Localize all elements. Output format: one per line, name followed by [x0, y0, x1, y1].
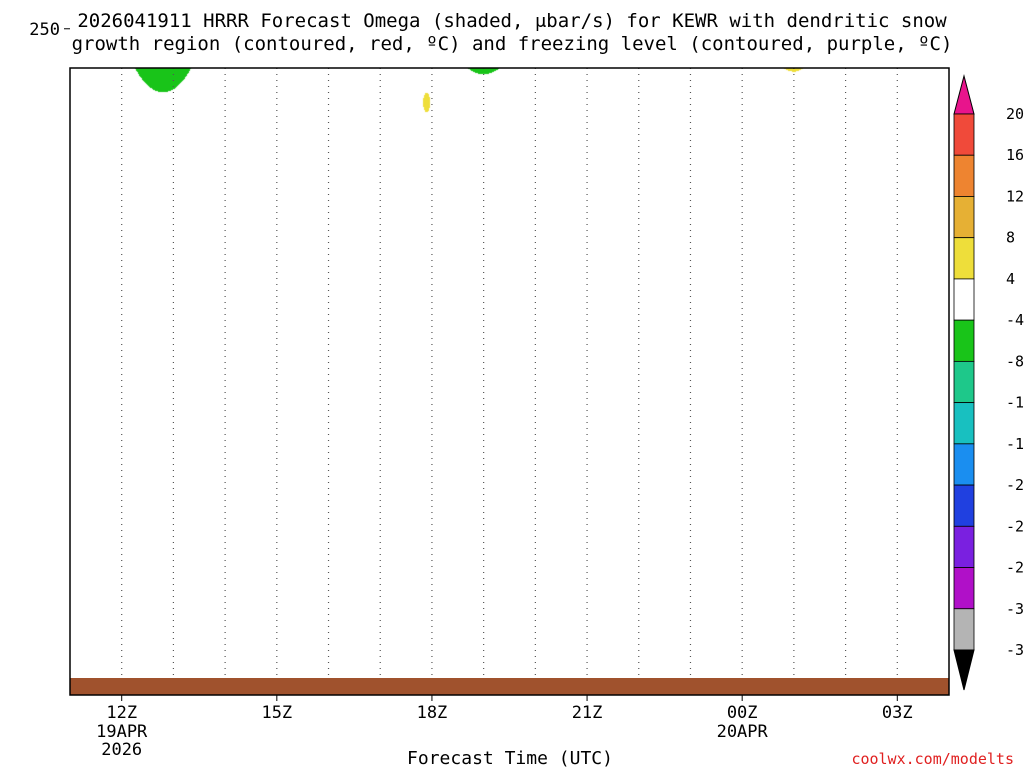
colorbar-label: -24: [1006, 517, 1024, 535]
colorbar-label: -36: [1006, 641, 1024, 659]
date-label: 19APR: [96, 722, 148, 742]
time-tick-label: 21Z: [572, 703, 603, 723]
colorbar-swatch: [953, 484, 975, 527]
colorbar-swatch: [953, 443, 975, 486]
plot-frame: [69, 67, 950, 696]
colorbar-bottom-arrow: [953, 649, 975, 691]
colorbar-swatch: [953, 196, 975, 239]
colorbar-label: 4: [1006, 270, 1015, 288]
colorbar-label: 16: [1006, 146, 1024, 164]
colorbar-swatch: [953, 567, 975, 610]
time-tick-label: 12Z: [106, 703, 137, 723]
chart-title-line-2: growth region (contoured, red, ºC) and f…: [72, 33, 953, 55]
date-label: 20APR: [717, 722, 769, 742]
colorbar-swatch: [953, 319, 975, 362]
omega-colorbar: 20 16 12 8 4 -4 -8 -12 -16 -20 -24 -28 -32 -36: [953, 74, 1024, 691]
credit-text: coolwx.com/modelts: [851, 750, 1014, 768]
colorbar-swatch: [953, 278, 975, 321]
colorbar-label: 20: [1006, 105, 1024, 123]
x-axis-label: Forecast Time (UTC): [407, 748, 613, 768]
colorbar-label: -4: [1006, 311, 1024, 329]
colorbar-label: -20: [1006, 476, 1024, 494]
omega-shaded-field: [70, 68, 949, 695]
colorbar-top-arrow: [953, 74, 975, 115]
colorbar-swatch: [953, 608, 975, 651]
time-tick-label: 03Z: [882, 703, 913, 723]
pressure-axis: 2503003504004505005506006507007508008509…: [29, 20, 70, 40]
colorbar-swatch: [953, 113, 975, 156]
plot-area: -18-1200: [70, 68, 949, 695]
ground-surface: [70, 678, 949, 695]
time-tick-label: 15Z: [261, 703, 292, 723]
colorbar-swatch: [953, 237, 975, 280]
dotted-grid: [121, 68, 898, 695]
colorbar-label: -32: [1006, 600, 1024, 618]
colorbar-label: -12: [1006, 394, 1024, 412]
time-tick-label: 00Z: [727, 703, 758, 723]
colorbar-swatch: [953, 402, 975, 445]
year-label: 2026: [101, 740, 142, 760]
time-tick-label: 18Z: [417, 703, 448, 723]
chart-title-line-1: 2026041911 HRRR Forecast Omega (shaded, …: [77, 10, 947, 32]
colorbar-swatch: [953, 525, 975, 568]
colorbar-label: -8: [1006, 352, 1024, 370]
colorbar-label: 8: [1006, 229, 1015, 247]
colorbar-swatch: [953, 360, 975, 404]
colorbar-swatch: [953, 154, 975, 197]
colorbar-label: 12: [1006, 187, 1024, 205]
pressure-tick-label: 250: [29, 20, 60, 40]
colorbar-label: -16: [1006, 435, 1024, 453]
colorbar-label: -28: [1006, 559, 1024, 577]
